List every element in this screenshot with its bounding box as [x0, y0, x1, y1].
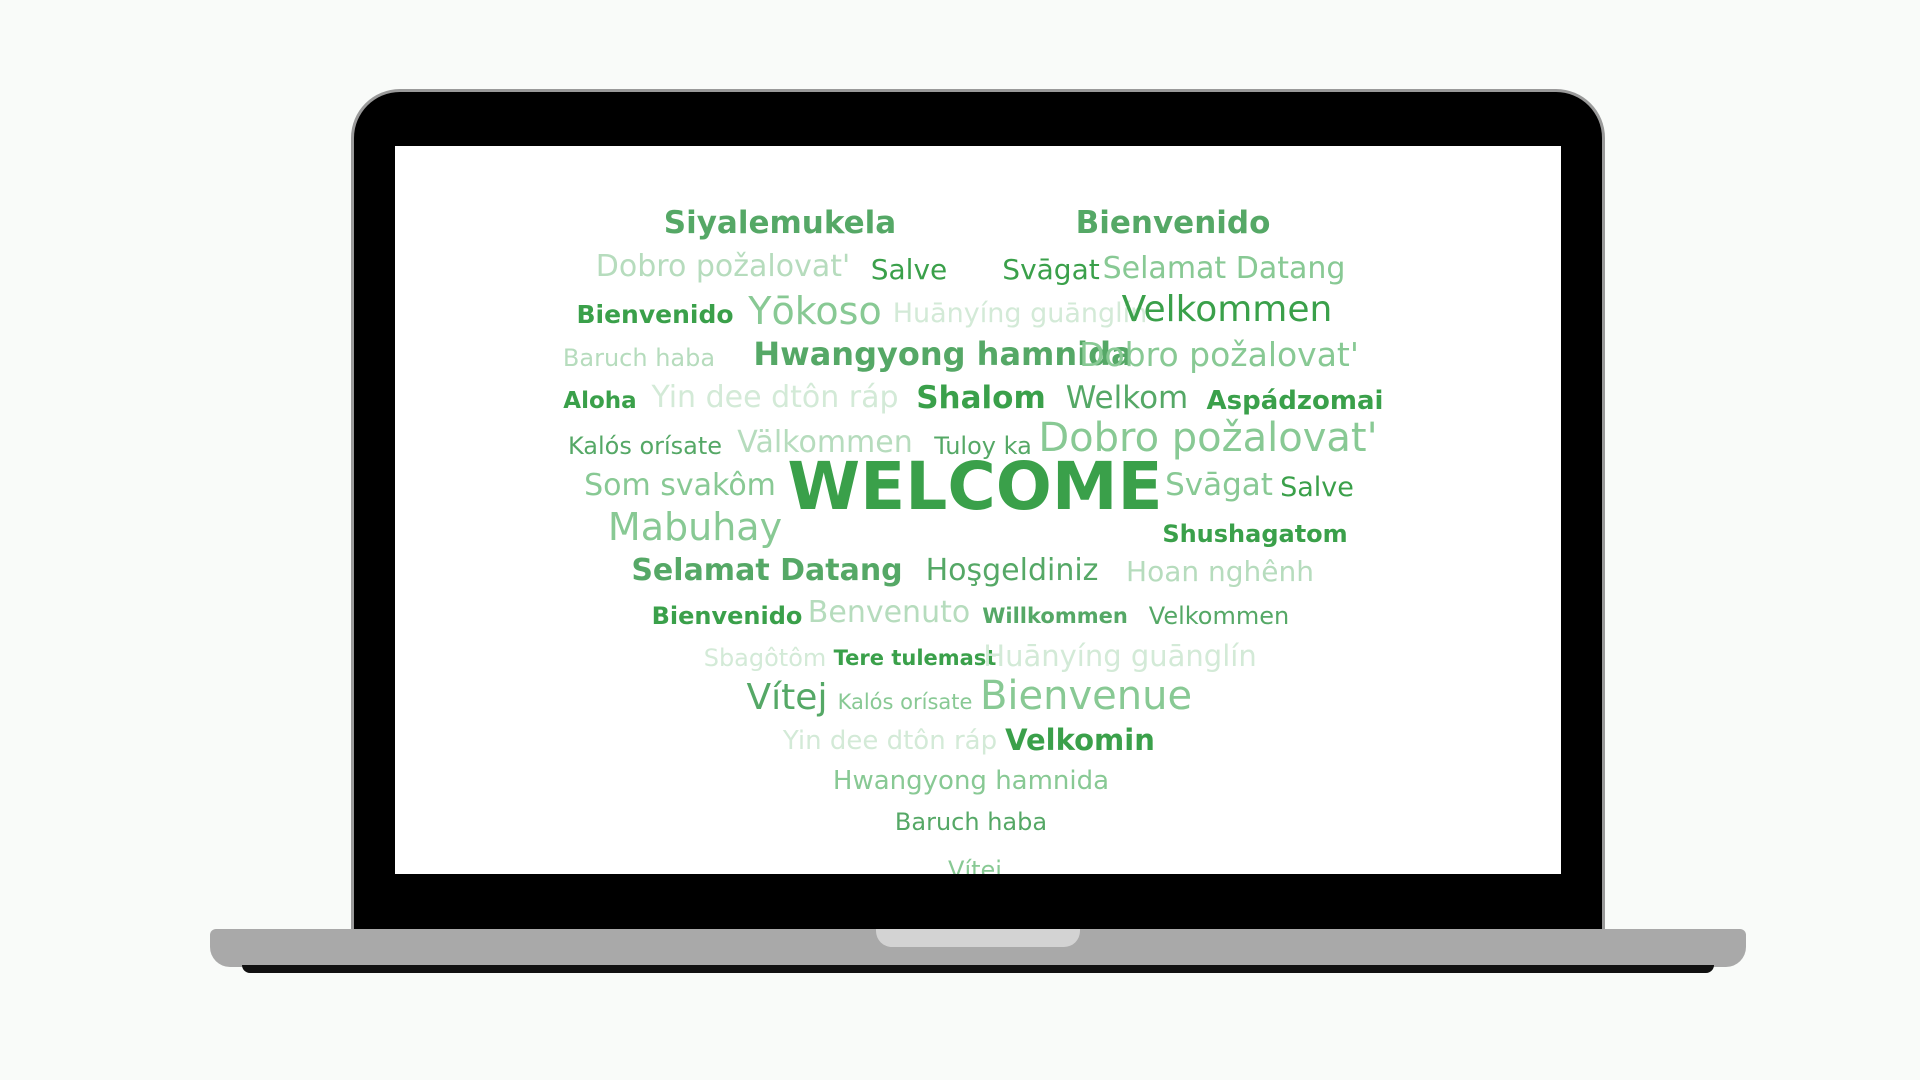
word: Hwangyong hamnida: [832, 766, 1110, 796]
word: Kalós orísate: [837, 690, 973, 714]
word: Willkommen: [982, 604, 1128, 628]
word: Yin dee dtôn ráp: [651, 380, 899, 415]
word: Baruch haba: [894, 808, 1048, 836]
word: Yin dee dtôn ráp: [782, 726, 998, 756]
word: Velkommen: [1148, 602, 1290, 630]
word: Bienvenido: [576, 300, 734, 329]
word: Shushagatom: [1162, 520, 1348, 548]
laptop-base-shadow: [242, 965, 1714, 973]
word: Vítej: [948, 856, 1002, 874]
word: Välkommen: [737, 425, 913, 460]
word: Dobro požalovat': [595, 249, 851, 284]
word: Aspádzomai: [1206, 386, 1384, 416]
word: Bienvenido: [1075, 205, 1271, 241]
word: Velkommen: [1121, 289, 1333, 330]
word: Huānyíng guānglín: [892, 298, 1148, 329]
word: Baruch haba: [562, 344, 716, 372]
laptop-notch: [876, 929, 1080, 947]
word: Mabuhay: [607, 505, 783, 549]
word: Selamat Datang: [1102, 251, 1346, 286]
word: WELCOME: [787, 448, 1163, 525]
word: Salve: [1280, 472, 1354, 503]
word: Dobro požalovat': [1079, 335, 1359, 374]
word: Huānyíng guānglín: [983, 639, 1257, 673]
word: Svāgat: [1002, 253, 1100, 286]
laptop-screen: Siyalemukela Bienvenido Dobro požalovat'…: [395, 146, 1561, 874]
word: Bienvenido: [651, 602, 803, 630]
word: Benvenuto: [807, 595, 971, 630]
word: Tuloy ka: [934, 432, 1032, 460]
word: Aloha: [563, 388, 637, 414]
word: Shalom: [916, 380, 1046, 416]
word: Selamat Datang: [631, 553, 903, 588]
word: Welkom: [1065, 380, 1189, 416]
word: Bienvenue: [979, 673, 1193, 719]
word: Som svakôm: [584, 468, 776, 503]
word: Hoan nghênh: [1126, 555, 1314, 588]
word: Salve: [870, 253, 948, 286]
word: Tere tulemast: [833, 646, 997, 670]
word: Kalós orísate: [567, 432, 723, 460]
word: Svāgat: [1165, 467, 1273, 503]
word: Velkomin: [1005, 723, 1155, 757]
word: Hoşgeldiniz: [925, 553, 1099, 588]
word: Yōkoso: [748, 289, 882, 333]
word: Siyalemukela: [663, 205, 897, 241]
word: Hwangyong hamnida: [753, 335, 1133, 373]
word: Sbagôtôm: [703, 644, 827, 672]
word: Vítej: [746, 677, 828, 718]
word: Dobro požalovat': [1038, 415, 1378, 461]
